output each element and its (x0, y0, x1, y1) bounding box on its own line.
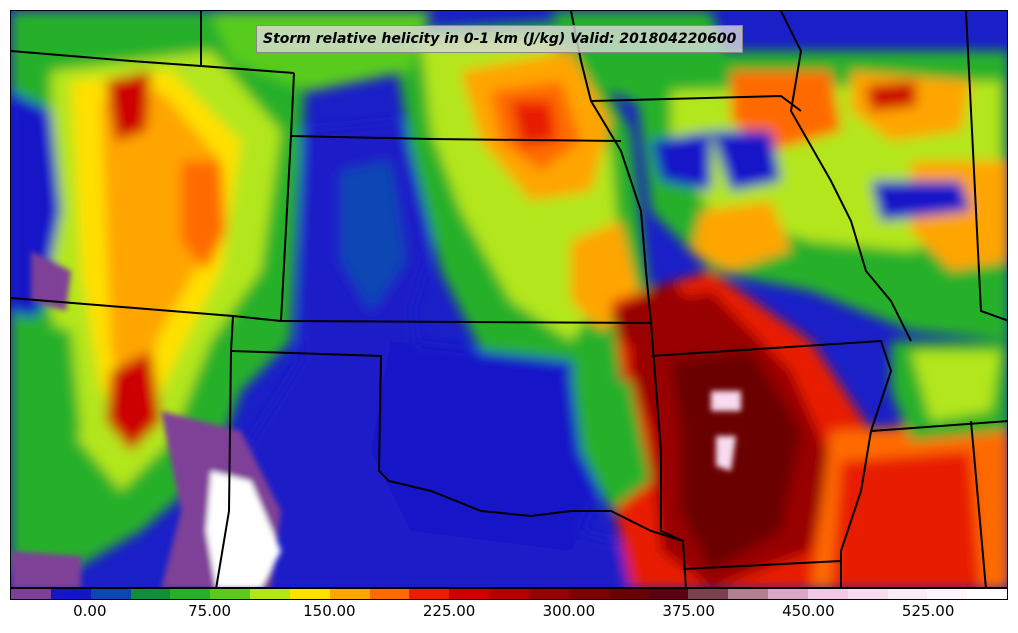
colorbar-tick-label: 375.00 (662, 602, 715, 620)
colorbar-segment (369, 589, 410, 599)
colorbar-segment (489, 589, 529, 599)
colorbar-segment (210, 589, 251, 599)
state-boundaries (11, 11, 1007, 587)
colorbar-segment (688, 589, 729, 599)
colorbar-tick-label: 75.00 (188, 602, 232, 620)
colorbar-segment (528, 589, 569, 599)
map-field-svg (11, 11, 1007, 587)
colorbar-segment (11, 589, 51, 599)
colorbar-segment (170, 589, 211, 599)
colorbar-tick-label: 150.00 (303, 602, 356, 620)
colorbar (10, 588, 1008, 600)
colorbar-segment (648, 589, 689, 599)
colorbar-segment (847, 589, 888, 599)
helicity-map: Storm relative helicity in 0-1 km (J/kg)… (10, 10, 1008, 588)
colorbar-tick-label: 525.00 (901, 602, 955, 620)
map-title: Storm relative helicity in 0-1 km (J/kg)… (256, 25, 744, 53)
colorbar-tick-label: 225.00 (422, 602, 476, 620)
colorbar-tick-label: 300.00 (542, 602, 596, 620)
colorbar-segment (289, 589, 330, 599)
colorbar-segment (250, 589, 290, 599)
colorbar-tick-label: 0.00 (73, 602, 107, 620)
colorbar-segment (50, 589, 91, 599)
colorbar-segment (409, 589, 450, 599)
helicity-field-bands (11, 11, 1007, 587)
colorbar-segment (887, 589, 928, 599)
colorbar-segment (608, 589, 649, 599)
colorbar-segment (130, 589, 171, 599)
colorbar-tick-labels: 0.00 75.00 150.00 225.00 300.00 375.00 450.00 5… (10, 602, 1008, 624)
colorbar-segment (967, 589, 1008, 599)
colorbar-segment (329, 589, 370, 599)
colorbar-segment (728, 589, 769, 599)
colorbar-segment (807, 589, 848, 599)
negative-helicity-patches (11, 251, 741, 587)
colorbar-tick-label: 450.00 (782, 602, 835, 620)
colorbar-segment (568, 589, 609, 599)
colorbar-segment (449, 589, 490, 599)
colorbar-segment (90, 589, 131, 599)
colorbar-segment (927, 589, 968, 599)
colorbar-segment (768, 589, 808, 599)
